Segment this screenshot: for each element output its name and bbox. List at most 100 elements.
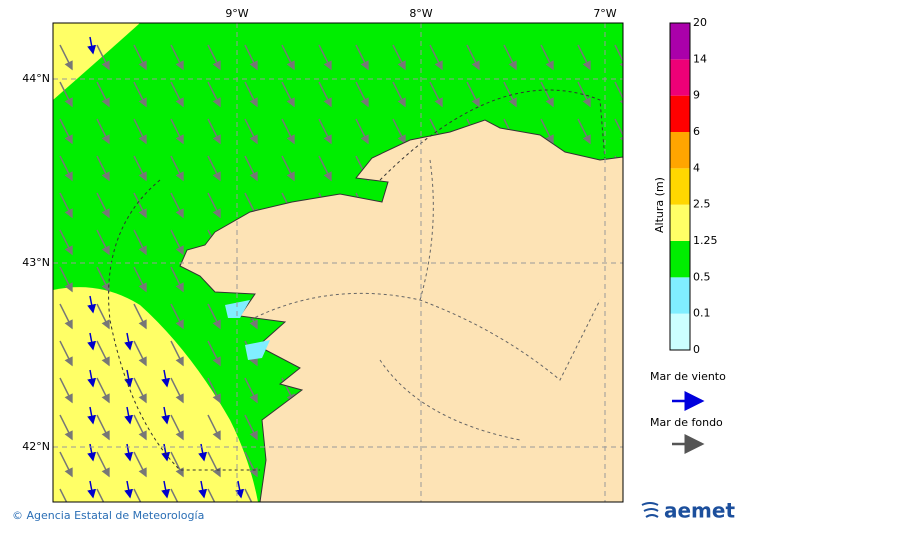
swell-arrow bbox=[244, 118, 258, 145]
wind-arrow bbox=[235, 480, 245, 499]
wind-arrow bbox=[124, 332, 134, 351]
swell-arrow bbox=[244, 377, 258, 404]
swell-arrow bbox=[170, 118, 184, 145]
swell-arrow bbox=[133, 44, 147, 71]
swell-arrow bbox=[170, 303, 184, 330]
swell-arrow bbox=[133, 340, 147, 367]
swell-arrow bbox=[244, 81, 258, 108]
swell-arrow bbox=[540, 81, 554, 108]
swell-arrow bbox=[318, 81, 332, 108]
swell-arrow bbox=[96, 229, 110, 256]
swell-arrow bbox=[503, 81, 517, 108]
wind-arrow bbox=[87, 332, 97, 351]
swell-arrow bbox=[96, 266, 110, 293]
swell-arrow bbox=[170, 488, 179, 502]
swell-arrow bbox=[207, 81, 221, 108]
map-area bbox=[53, 23, 623, 502]
swell-arrow bbox=[577, 44, 591, 71]
swell-arrow bbox=[207, 118, 221, 145]
swell-arrow bbox=[244, 155, 258, 182]
wind-arrow bbox=[87, 369, 97, 388]
swell-arrow bbox=[133, 118, 147, 145]
swell-arrow bbox=[133, 229, 147, 256]
swell-arrow bbox=[503, 44, 517, 71]
land bbox=[179, 119, 623, 502]
swell-arrow bbox=[59, 192, 73, 219]
swell-arrow bbox=[96, 340, 110, 367]
swell-arrow bbox=[170, 155, 184, 182]
swell-arrow bbox=[577, 81, 591, 108]
swell-arrow bbox=[59, 377, 73, 404]
swell-arrow bbox=[59, 44, 73, 71]
swell-arrow bbox=[59, 414, 73, 441]
swell-arrow bbox=[170, 81, 184, 108]
colorbar-title: Altura (m) bbox=[653, 177, 666, 233]
swell-arrow bbox=[170, 451, 184, 478]
swell-arrow bbox=[614, 44, 623, 71]
swell-arrow bbox=[207, 451, 221, 478]
colorbar-label: 0.1 bbox=[693, 307, 711, 320]
swell-arrow bbox=[170, 377, 184, 404]
swell-arrow bbox=[96, 451, 110, 478]
swell-arrow bbox=[207, 155, 221, 182]
colorbar-segment bbox=[670, 59, 690, 96]
swell-arrow bbox=[96, 81, 110, 108]
swell-arrow bbox=[59, 155, 73, 182]
lat-label: 43°N bbox=[22, 256, 50, 269]
colorbar-segment bbox=[670, 313, 690, 350]
swell-arrow bbox=[540, 118, 554, 145]
swell-arrow bbox=[59, 118, 73, 145]
swell-arrow bbox=[170, 340, 184, 367]
swell-arrow bbox=[96, 118, 110, 145]
wind-arrow bbox=[87, 406, 97, 425]
swell-arrow bbox=[281, 81, 295, 108]
wave-zone bbox=[53, 23, 140, 100]
swell-arrow bbox=[207, 414, 221, 441]
province-border bbox=[249, 159, 601, 441]
colorbar-label: 6 bbox=[693, 125, 700, 138]
swell-arrow bbox=[96, 155, 110, 182]
colorbar-label: 20 bbox=[693, 16, 707, 29]
colorbar-label: 4 bbox=[693, 161, 700, 174]
lon-label: 9°W bbox=[225, 7, 248, 20]
swell-arrow bbox=[392, 44, 406, 71]
swell-arrow bbox=[318, 118, 332, 145]
swell-arrow bbox=[318, 155, 332, 182]
colorbar-segment bbox=[670, 23, 690, 60]
legend-label: Mar de fondo bbox=[650, 416, 723, 429]
swell-arrow bbox=[133, 303, 147, 330]
swell-arrow bbox=[577, 118, 591, 145]
colorbar-segment bbox=[670, 204, 690, 241]
wind-arrow bbox=[87, 480, 97, 499]
swell-arrow bbox=[429, 44, 443, 71]
map-frame bbox=[52, 22, 624, 503]
swell-arrow bbox=[96, 303, 110, 330]
swell-arrow bbox=[207, 303, 221, 330]
colorbar-segment bbox=[670, 132, 690, 169]
swell-arrow bbox=[59, 266, 73, 293]
swell-arrow bbox=[244, 451, 258, 478]
lat-label: 44°N bbox=[22, 72, 50, 85]
swell-arrow bbox=[244, 488, 253, 502]
swell-arrow bbox=[170, 192, 184, 219]
swell-arrow bbox=[207, 340, 221, 367]
swell-arrow bbox=[244, 44, 258, 71]
swell-arrow bbox=[133, 451, 147, 478]
ria bbox=[225, 300, 270, 360]
swell-arrow bbox=[281, 155, 295, 182]
swell-arrow bbox=[207, 192, 221, 219]
wave-zone bbox=[53, 287, 258, 502]
swell-arrow bbox=[133, 192, 147, 219]
swell-arrow bbox=[170, 44, 184, 71]
swell-arrow bbox=[540, 44, 554, 71]
colorbar-segment bbox=[670, 95, 690, 132]
swell-arrow bbox=[466, 81, 480, 108]
wind-arrow bbox=[161, 369, 171, 388]
swell-arrow bbox=[207, 488, 216, 502]
swell-arrow bbox=[170, 414, 184, 441]
legend-label: Mar de viento bbox=[650, 370, 726, 383]
swell-arrow bbox=[96, 44, 110, 71]
wind-arrow bbox=[198, 480, 208, 499]
colorbar: 0 0.1 0.5 1.25 2.5 4 6 9 14 20 bbox=[669, 16, 718, 356]
